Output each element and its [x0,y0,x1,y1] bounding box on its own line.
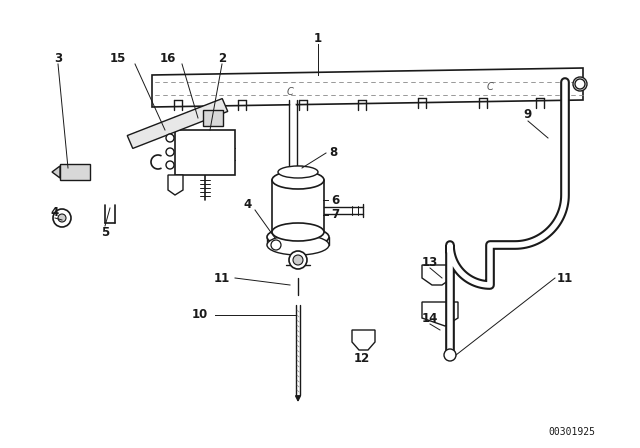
Text: 4: 4 [51,206,59,219]
Text: 00301925: 00301925 [548,427,595,437]
Circle shape [289,251,307,269]
Text: 15: 15 [110,52,126,65]
Text: 1: 1 [314,31,322,44]
Text: C: C [486,82,493,92]
Text: 4: 4 [244,198,252,211]
Polygon shape [175,130,235,175]
Text: 9: 9 [524,108,532,121]
Ellipse shape [272,171,324,189]
Polygon shape [203,110,223,126]
Text: 2: 2 [218,52,226,65]
Polygon shape [152,68,583,107]
Text: 16: 16 [160,52,176,65]
Text: 11: 11 [214,271,230,284]
Ellipse shape [267,235,329,255]
Polygon shape [422,265,452,285]
Circle shape [166,161,174,169]
Text: 12: 12 [354,352,370,365]
Circle shape [166,148,174,156]
Polygon shape [52,166,60,178]
Text: 8: 8 [329,146,337,159]
Polygon shape [352,330,375,350]
Text: 10: 10 [192,309,208,322]
Polygon shape [168,175,183,195]
Circle shape [53,209,71,227]
Text: 6: 6 [331,194,339,207]
Ellipse shape [278,166,318,178]
Text: 5: 5 [101,225,109,238]
Ellipse shape [272,223,324,241]
Circle shape [271,240,281,250]
Circle shape [575,79,585,89]
Text: 3: 3 [54,52,62,65]
Text: 13: 13 [422,255,438,268]
Polygon shape [422,302,458,326]
Text: 7: 7 [331,208,339,221]
Circle shape [444,349,456,361]
Circle shape [58,214,66,222]
Polygon shape [127,99,228,148]
Text: C: C [287,87,293,97]
Text: 14: 14 [422,311,438,324]
Circle shape [293,255,303,265]
Text: 11: 11 [557,271,573,284]
Polygon shape [60,164,90,180]
Circle shape [166,134,174,142]
Circle shape [573,77,587,91]
Ellipse shape [267,227,329,247]
